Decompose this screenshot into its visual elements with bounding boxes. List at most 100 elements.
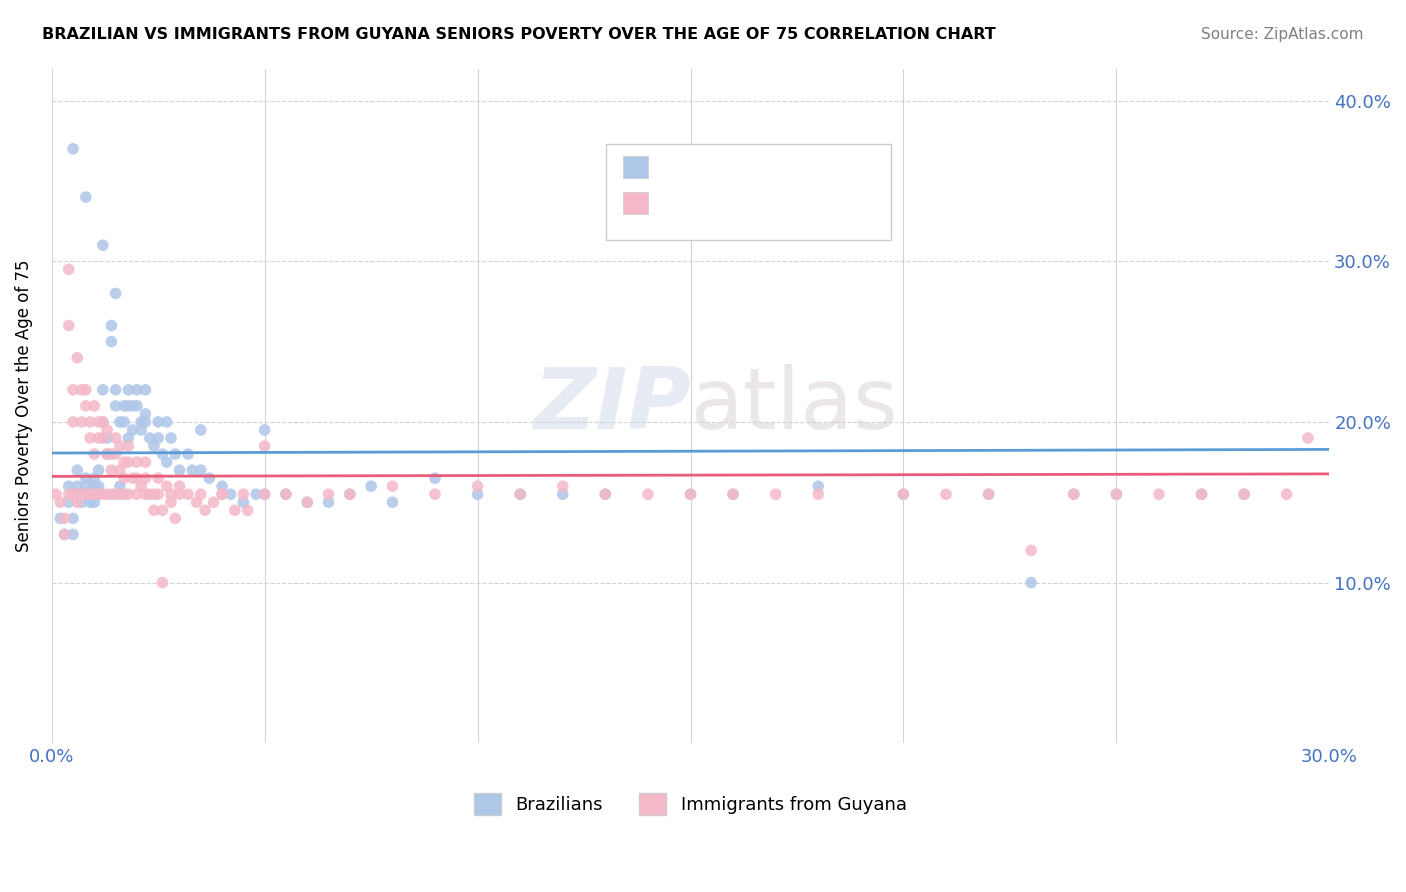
Point	[138, 487, 160, 501]
Point	[219, 487, 242, 501]
Point	[211, 487, 233, 501]
Point	[117, 399, 139, 413]
Point	[169, 479, 191, 493]
Point	[91, 383, 114, 397]
Point	[83, 471, 105, 485]
Point	[87, 431, 110, 445]
Point	[75, 479, 97, 493]
Point	[1191, 487, 1213, 501]
Point	[66, 487, 89, 501]
Point	[211, 479, 233, 493]
Point	[49, 511, 72, 525]
Point	[108, 415, 131, 429]
Point	[87, 463, 110, 477]
Point	[893, 487, 915, 501]
Point	[297, 495, 319, 509]
Point	[96, 447, 118, 461]
Point	[339, 487, 361, 501]
Point	[194, 503, 217, 517]
Point	[134, 415, 156, 429]
Point	[245, 487, 267, 501]
Point	[100, 487, 122, 501]
Point	[91, 415, 114, 429]
Point	[156, 479, 179, 493]
Point	[87, 479, 110, 493]
Point	[156, 455, 179, 469]
Point	[807, 479, 830, 493]
Point	[893, 487, 915, 501]
Point	[53, 527, 76, 541]
Point	[134, 383, 156, 397]
Point	[1063, 487, 1085, 501]
Point	[152, 447, 174, 461]
Point	[79, 431, 101, 445]
Point	[45, 487, 67, 501]
Point	[104, 286, 127, 301]
Point	[253, 439, 276, 453]
Point	[129, 479, 152, 493]
Point	[66, 463, 89, 477]
Point	[551, 479, 574, 493]
Point	[112, 399, 135, 413]
Point	[165, 511, 187, 525]
Point	[134, 487, 156, 501]
Point	[91, 415, 114, 429]
Point	[83, 399, 105, 413]
Point	[595, 487, 617, 501]
Point	[637, 487, 659, 501]
Point	[467, 487, 489, 501]
Point	[190, 487, 212, 501]
Point	[129, 415, 152, 429]
Point	[134, 407, 156, 421]
Text: BRAZILIAN VS IMMIGRANTS FROM GUYANA SENIORS POVERTY OVER THE AGE OF 75 CORRELATI: BRAZILIAN VS IMMIGRANTS FROM GUYANA SENI…	[42, 27, 995, 42]
Point	[679, 487, 702, 501]
Point	[100, 334, 122, 349]
Point	[62, 527, 84, 541]
Point	[360, 479, 382, 493]
Point	[87, 487, 110, 501]
Point	[66, 351, 89, 365]
Point	[53, 527, 76, 541]
Point	[79, 487, 101, 501]
Point	[96, 431, 118, 445]
Point	[108, 463, 131, 477]
Point	[148, 487, 170, 501]
Point	[112, 415, 135, 429]
Point	[339, 487, 361, 501]
Point	[58, 262, 80, 277]
Point	[142, 487, 165, 501]
Point	[100, 463, 122, 477]
Point	[148, 471, 170, 485]
Point	[318, 495, 340, 509]
Point	[169, 463, 191, 477]
Point	[70, 487, 93, 501]
Point	[121, 399, 143, 413]
Point	[70, 415, 93, 429]
Point	[75, 383, 97, 397]
Point	[211, 487, 233, 501]
Point	[112, 487, 135, 501]
Point	[96, 447, 118, 461]
Point	[509, 487, 531, 501]
Point	[1233, 487, 1256, 501]
Point	[274, 487, 297, 501]
Text: atlas: atlas	[690, 364, 898, 448]
Point	[224, 503, 246, 517]
Point	[58, 318, 80, 333]
Point	[977, 487, 1000, 501]
Point	[1019, 543, 1042, 558]
Point	[91, 238, 114, 252]
Point	[152, 503, 174, 517]
Point	[62, 511, 84, 525]
Point	[156, 415, 179, 429]
Point	[104, 431, 127, 445]
Point	[148, 431, 170, 445]
Legend: Brazilians, Immigrants from Guyana: Brazilians, Immigrants from Guyana	[467, 786, 914, 822]
Point	[935, 487, 957, 501]
Point	[1147, 487, 1170, 501]
Point	[177, 447, 200, 461]
Point	[236, 503, 259, 517]
Point	[62, 415, 84, 429]
Y-axis label: Seniors Poverty Over the Age of 75: Seniors Poverty Over the Age of 75	[15, 260, 32, 552]
Point	[807, 487, 830, 501]
